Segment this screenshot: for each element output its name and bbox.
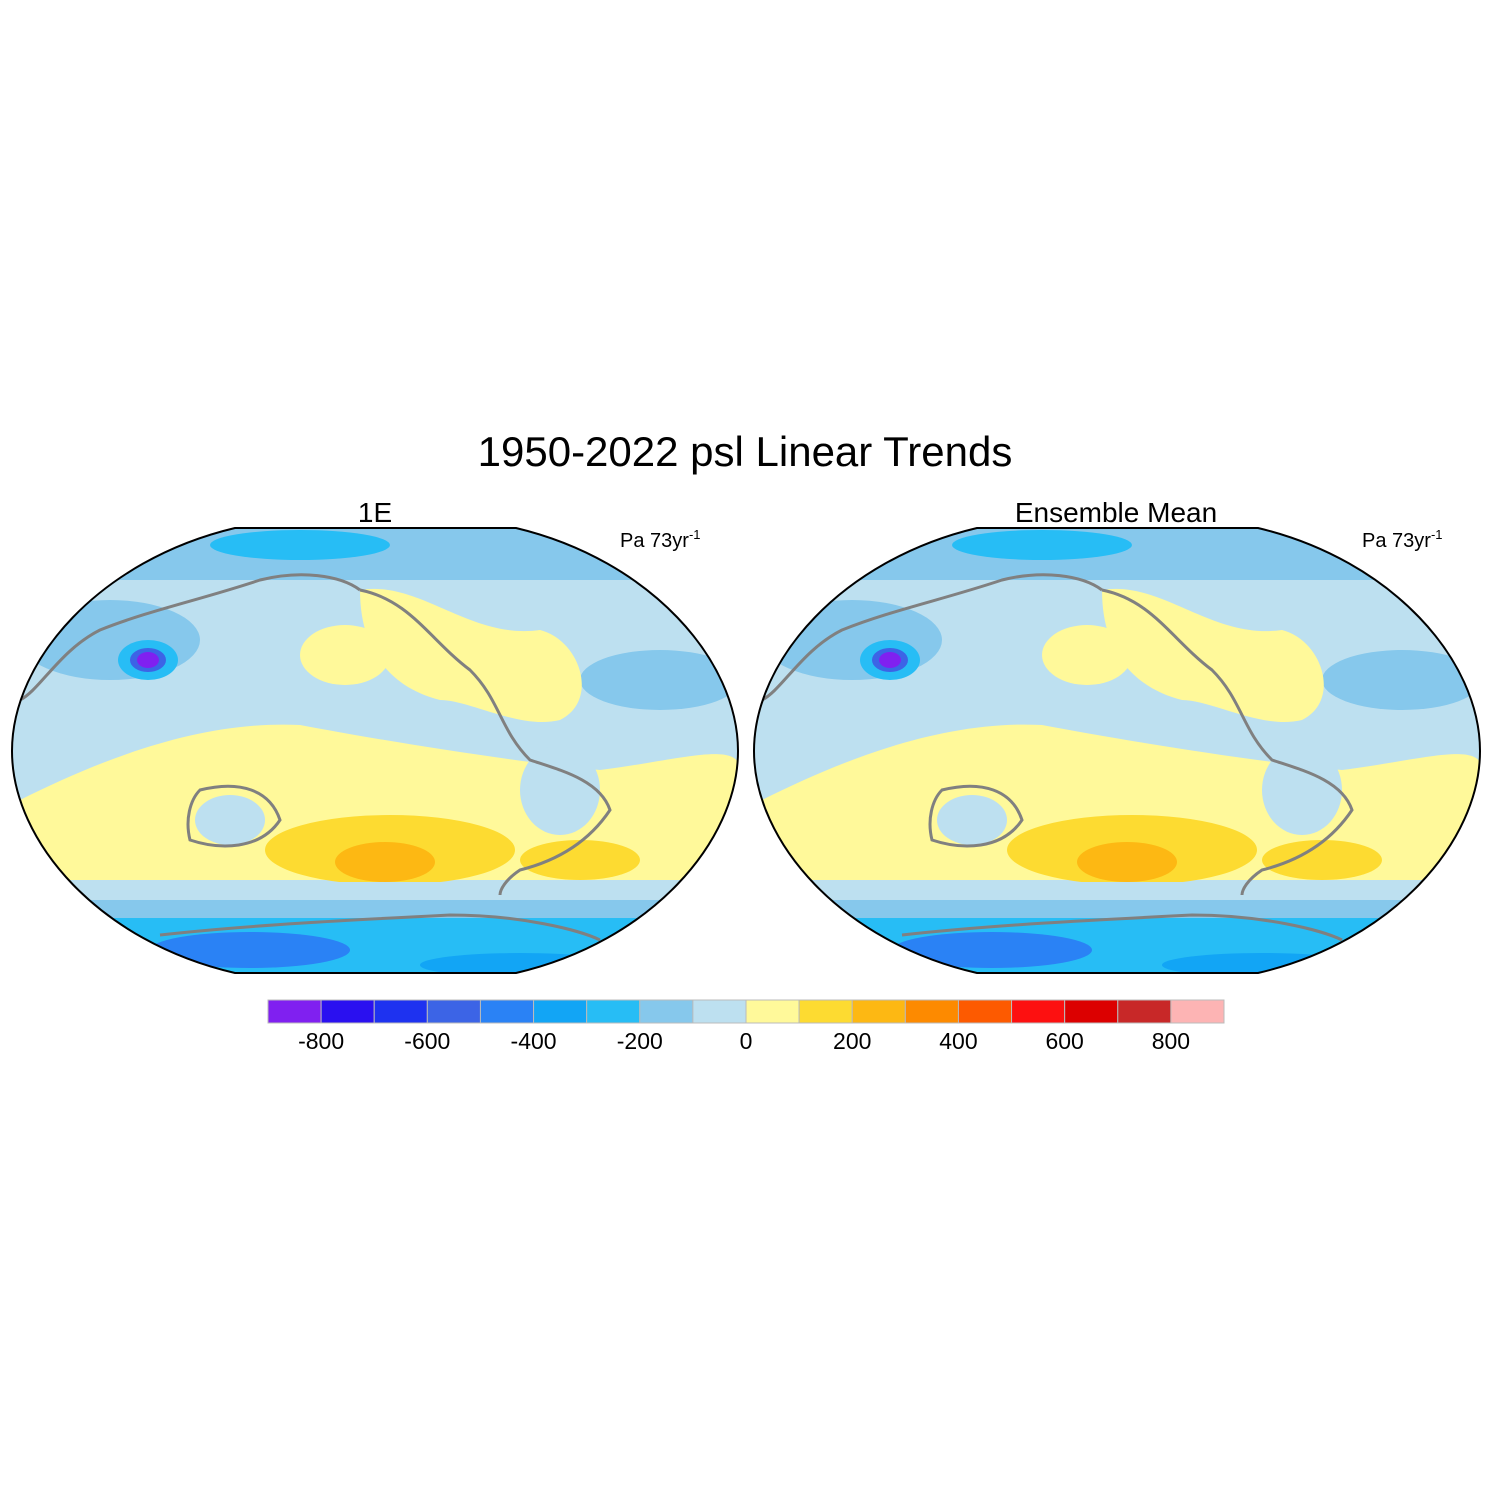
colorbar-box [1117,999,1172,1024]
colorbar-box [639,999,694,1024]
map-panel-1 [0,520,750,980]
colorbar-tick-label: 200 [833,1028,871,1054]
colorbar-tick-label: 600 [1045,1028,1083,1054]
colorbar-box [426,999,481,1024]
colorbar-tick-label: -200 [617,1028,663,1054]
colorbar-box [586,999,641,1024]
panel-title: Ensemble Mean [1015,497,1217,528]
colorbar-tick-label: -400 [511,1028,557,1054]
units: Pa 73yr-1 [1362,527,1443,552]
colorbar-box [798,999,853,1024]
units-superscript: -1 [689,527,701,542]
colorbar-box [533,999,588,1024]
colorbar-box [479,999,535,1024]
units-text: Pa 73yr [1362,530,1431,552]
panel-title: 1E [358,497,392,528]
colorbar-box [692,999,747,1024]
colorbar-box [851,999,906,1024]
colorbar-box [373,999,428,1024]
colorbar-tick-label: -800 [298,1028,344,1054]
units-text: Pa 73yr [620,530,689,552]
colorbar-box [904,999,959,1024]
colorbar-tick-label: -600 [404,1028,450,1054]
colorbar-box [745,999,800,1024]
colorbar-box [1011,999,1066,1024]
colorbar-box [957,999,1013,1024]
colorbar-tick-label: 800 [1152,1028,1190,1054]
map-panel-2 [742,520,1492,980]
colorbar: -800 -600 -400 -200 0 200 400 600 800 [267,999,1225,1054]
colorbar-box [320,999,375,1024]
colorbar-tick-label: 400 [939,1028,977,1054]
colorbar-box [1064,999,1119,1024]
colorbar-box [1170,999,1225,1024]
figure-title: 1950-2022 psl Linear Trends [478,428,1013,475]
units-superscript: -1 [1431,527,1443,542]
units: Pa 73yr-1 [620,527,701,552]
colorbar-tick-label: 0 [740,1028,753,1054]
colorbar-box [267,999,322,1024]
